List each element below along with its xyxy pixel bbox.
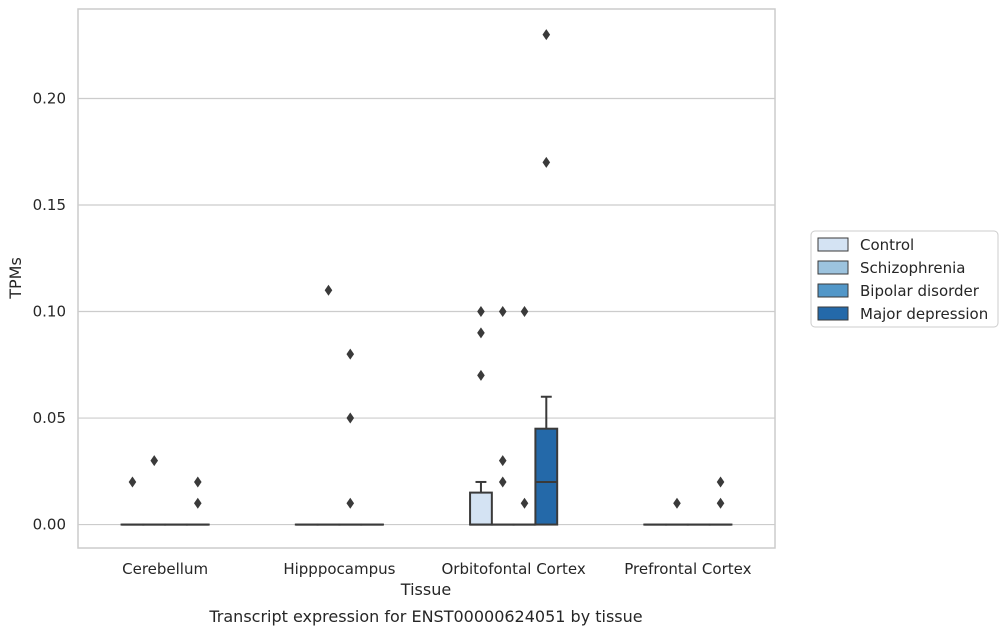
x-tick-label: Hipppocampus xyxy=(283,560,395,578)
box-2-3 xyxy=(534,395,559,526)
box-2-0 xyxy=(469,480,493,526)
outlier-point xyxy=(520,306,529,318)
box-plot-series xyxy=(120,395,733,526)
x-axis-label: Tissue xyxy=(400,580,451,599)
outlier-point xyxy=(716,476,725,488)
outlier-point xyxy=(193,476,202,488)
outlier-point xyxy=(477,306,485,318)
y-tick-label: 0.00 xyxy=(33,516,66,534)
outlier-point xyxy=(150,455,159,467)
legend-swatch xyxy=(817,306,849,321)
y-tick-label: 0.05 xyxy=(33,409,66,427)
y-tick-label: 0.20 xyxy=(33,89,66,107)
y-axis-ticks: 0.00 0.05 0.10 0.15 0.20 xyxy=(33,89,66,533)
outlier-point xyxy=(477,327,485,339)
legend-label: Major depression xyxy=(860,305,988,323)
x-tick-label: Prefrontal Cortex xyxy=(624,560,751,578)
box-body xyxy=(469,491,493,526)
legend-label: Bipolar disorder xyxy=(860,282,980,300)
x-axis-ticks: Cerebellum Hipppocampus Orbitofontal Corte… xyxy=(122,560,751,578)
y-axis-label: TPMs xyxy=(6,257,25,300)
grid-lines xyxy=(78,97,775,526)
outlier-point xyxy=(498,476,507,488)
plot-area-frame xyxy=(77,8,776,549)
legend-swatch xyxy=(817,283,849,298)
legend: Control Schizophrenia Bipolar disorder Majo… xyxy=(810,230,999,328)
outlier-point xyxy=(498,306,507,318)
outlier-points xyxy=(128,29,725,509)
outlier-point xyxy=(520,497,529,509)
outlier-point xyxy=(346,412,355,424)
x-tick-label: Orbitofontal Cortex xyxy=(442,560,586,578)
outlier-point xyxy=(128,476,137,488)
legend-frame xyxy=(810,230,999,328)
legend-label: Control xyxy=(860,236,914,254)
chart-title: Transcript expression for ENST0000062405… xyxy=(208,607,642,626)
outlier-point xyxy=(673,497,681,509)
outlier-point xyxy=(716,497,725,509)
legend-label: Schizophrenia xyxy=(860,259,965,277)
legend-swatch xyxy=(817,260,849,275)
y-tick-label: 0.10 xyxy=(33,303,66,321)
outlier-point xyxy=(542,156,551,168)
outlier-point xyxy=(193,497,202,509)
outlier-point xyxy=(324,284,333,296)
outlier-point xyxy=(498,455,507,467)
outlier-point xyxy=(477,369,485,381)
legend-swatch xyxy=(817,237,849,252)
outlier-point xyxy=(542,29,551,41)
outlier-point xyxy=(346,348,355,360)
x-tick-label: Cerebellum xyxy=(122,560,208,578)
box-body xyxy=(534,427,559,526)
outlier-point xyxy=(346,497,355,509)
y-tick-label: 0.15 xyxy=(33,196,66,214)
